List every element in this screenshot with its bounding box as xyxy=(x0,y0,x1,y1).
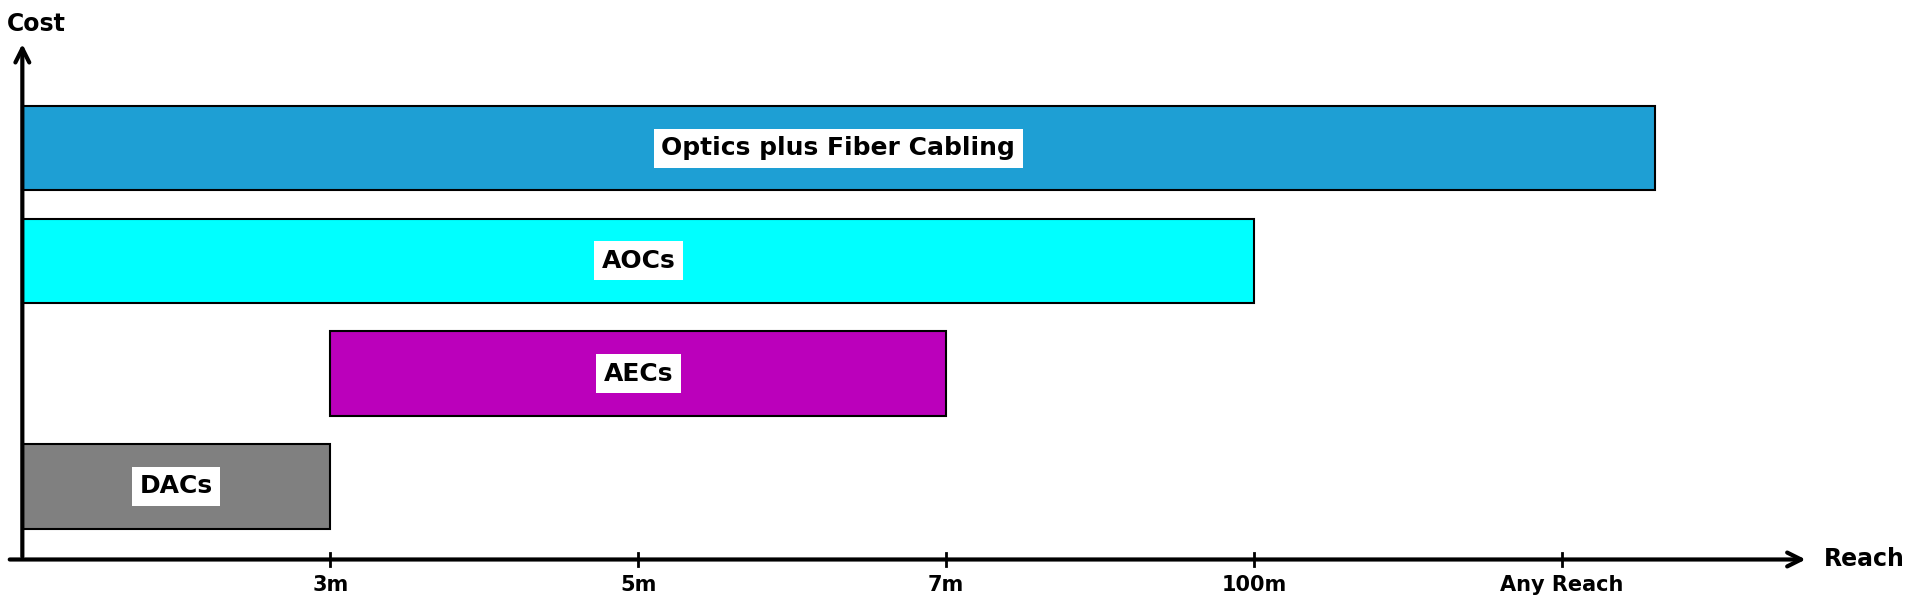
Text: Cost: Cost xyxy=(8,12,65,35)
Text: 100m: 100m xyxy=(1222,575,1287,595)
Text: DACs: DACs xyxy=(140,474,213,498)
Text: Any Reach: Any Reach xyxy=(1500,575,1623,595)
Text: 3m: 3m xyxy=(313,575,348,595)
Text: AOCs: AOCs xyxy=(601,249,674,273)
Bar xyxy=(23,444,330,529)
Text: Reach: Reach xyxy=(1823,548,1906,572)
Bar xyxy=(23,106,1654,191)
Text: Optics plus Fiber Cabling: Optics plus Fiber Cabling xyxy=(661,136,1016,160)
Text: 5m: 5m xyxy=(620,575,657,595)
Bar xyxy=(23,219,1254,303)
Bar xyxy=(330,331,947,416)
Text: 7m: 7m xyxy=(928,575,964,595)
Text: AECs: AECs xyxy=(603,362,672,385)
